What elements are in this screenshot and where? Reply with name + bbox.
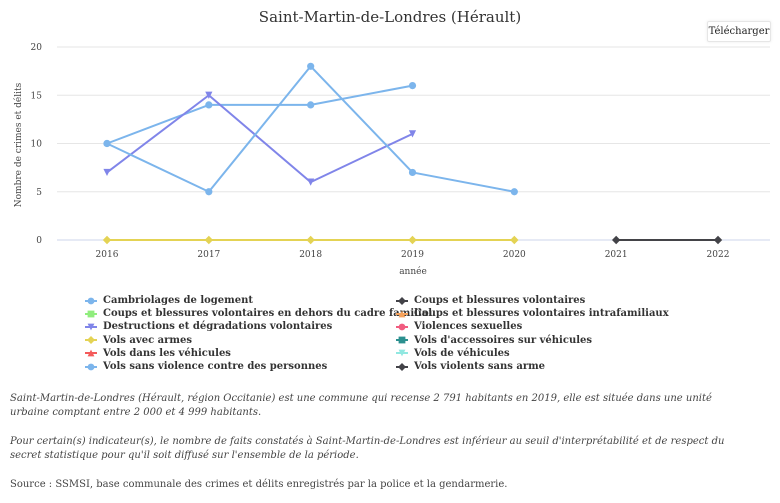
legend-item[interactable]: Coups et blessures volontaires en dehors…: [85, 307, 432, 320]
threshold-note: Pour certain(s) indicateur(s), le nombre…: [10, 436, 725, 461]
data-point[interactable]: [713, 235, 723, 245]
data-point[interactable]: [205, 91, 213, 99]
legend-label: Coups et blessures volontaires intrafami…: [414, 308, 669, 320]
legend-symbol: [85, 336, 97, 345]
legend-symbol: [396, 336, 408, 344]
x-tick-label: 2021: [605, 250, 628, 260]
commune-description: Saint-Martin-de-Londres (Hérault, région…: [10, 393, 712, 418]
source-note: Source : SSMSI, base communale des crime…: [10, 479, 508, 490]
legend-item[interactable]: Vols dans les véhicules: [85, 347, 231, 360]
data-point[interactable]: [510, 188, 518, 196]
data-point[interactable]: [408, 82, 417, 90]
line-chart: 0 5 10 15 20 2016 2017 2018 2019 2020 2021 2022 No…: [13, 43, 770, 277]
legend-label: Vols sans violence contre des personnes: [103, 361, 328, 372]
data-point[interactable]: [306, 235, 315, 245]
legend-label: Destructions et dégradations volontaires: [103, 321, 333, 333]
series-layer: [102, 62, 723, 245]
legend-label: Vols violents sans arme: [414, 361, 546, 372]
legend-label: Vols d'accessoires sur véhicules: [414, 334, 593, 346]
legend-symbol: [85, 323, 97, 331]
data-point[interactable]: [307, 101, 315, 109]
legend-item[interactable]: Cambriolages de logement: [85, 294, 253, 307]
data-point[interactable]: [510, 235, 519, 245]
data-point[interactable]: [408, 168, 417, 177]
data-point[interactable]: [408, 130, 417, 138]
x-axis-label: année: [399, 266, 427, 277]
data-point[interactable]: [205, 101, 213, 109]
legend-item[interactable]: Vols avec armes: [85, 334, 192, 347]
series-line: [106, 94, 413, 184]
x-axis-ticks: 2016 2017 2018 2019 2020 2021 2022: [96, 250, 730, 260]
legend-symbol: [396, 296, 408, 305]
legend-item[interactable]: Coups et blessures volontaires intrafami…: [396, 307, 669, 320]
legend-item[interactable]: Vols d'accessoires sur véhicules: [396, 334, 592, 347]
data-point[interactable]: [205, 188, 213, 196]
x-tick-label: 2018: [299, 250, 322, 260]
legend-label: Violences sexuelles: [414, 321, 523, 333]
data-point[interactable]: [103, 168, 111, 177]
legend-label: Cambriolages de logement: [103, 295, 253, 306]
data-point[interactable]: [307, 178, 315, 186]
y-tick-label: 0: [36, 236, 42, 246]
download-button[interactable]: Télécharger: [707, 21, 771, 42]
legend-item[interactable]: Violences sexuelles: [396, 320, 522, 333]
y-tick-label: 5: [36, 188, 42, 198]
y-tick-label: 15: [31, 91, 43, 101]
legend-label: Coups et blessures volontaires en dehors…: [103, 308, 432, 320]
legend-symbol: [85, 349, 97, 357]
legend-symbol: [85, 297, 97, 304]
legend-item[interactable]: Coups et blessures volontaires: [396, 294, 585, 307]
series-6: [102, 235, 519, 245]
legend-item[interactable]: Vols sans violence contre des personnes: [85, 360, 327, 373]
data-point[interactable]: [103, 139, 111, 148]
legend-item[interactable]: Vols violents sans arme: [396, 360, 545, 373]
data-point[interactable]: [102, 235, 112, 245]
legend-item[interactable]: Vols de véhicules: [396, 347, 510, 360]
x-tick-label: 2017: [197, 250, 220, 260]
legend-label: Vols de véhicules: [414, 347, 510, 359]
series-1: [611, 235, 723, 245]
legend-label: Vols dans les véhicules: [103, 347, 231, 359]
x-tick-label: 2016: [96, 250, 119, 260]
series-10: [103, 62, 518, 196]
legend-symbol: [396, 362, 408, 371]
data-point[interactable]: [204, 235, 214, 245]
y-tick-label: 20: [31, 43, 43, 53]
grid-lines: [57, 46, 770, 193]
legend-item[interactable]: Destructions et dégradations volontaires: [85, 320, 332, 333]
chart-title: Saint-Martin-de-Londres (Hérault): [258, 8, 522, 26]
legend-symbol: [396, 323, 408, 331]
x-tick-label: 2019: [401, 250, 424, 260]
data-point[interactable]: [611, 235, 621, 245]
series-line: [106, 84, 413, 145]
legend-symbol: [396, 310, 408, 318]
data-point[interactable]: [408, 235, 417, 245]
x-tick-label: 2022: [707, 250, 730, 260]
data-point[interactable]: [307, 62, 315, 70]
series-4: [103, 91, 417, 186]
x-tick-label: 2020: [503, 250, 526, 260]
y-axis-label: Nombre de crimes et délits: [13, 82, 24, 207]
series-0: [103, 82, 417, 148]
series-line: [106, 65, 515, 193]
legend-label: Coups et blessures volontaires: [414, 295, 586, 306]
legend-symbol: [396, 349, 408, 357]
legend-symbol: [85, 310, 97, 318]
y-axis-ticks: 0 5 10 15 20: [31, 43, 43, 246]
legend-label: Vols avec armes: [103, 334, 192, 346]
y-tick-label: 10: [31, 140, 43, 150]
legend-symbol: [85, 363, 97, 370]
